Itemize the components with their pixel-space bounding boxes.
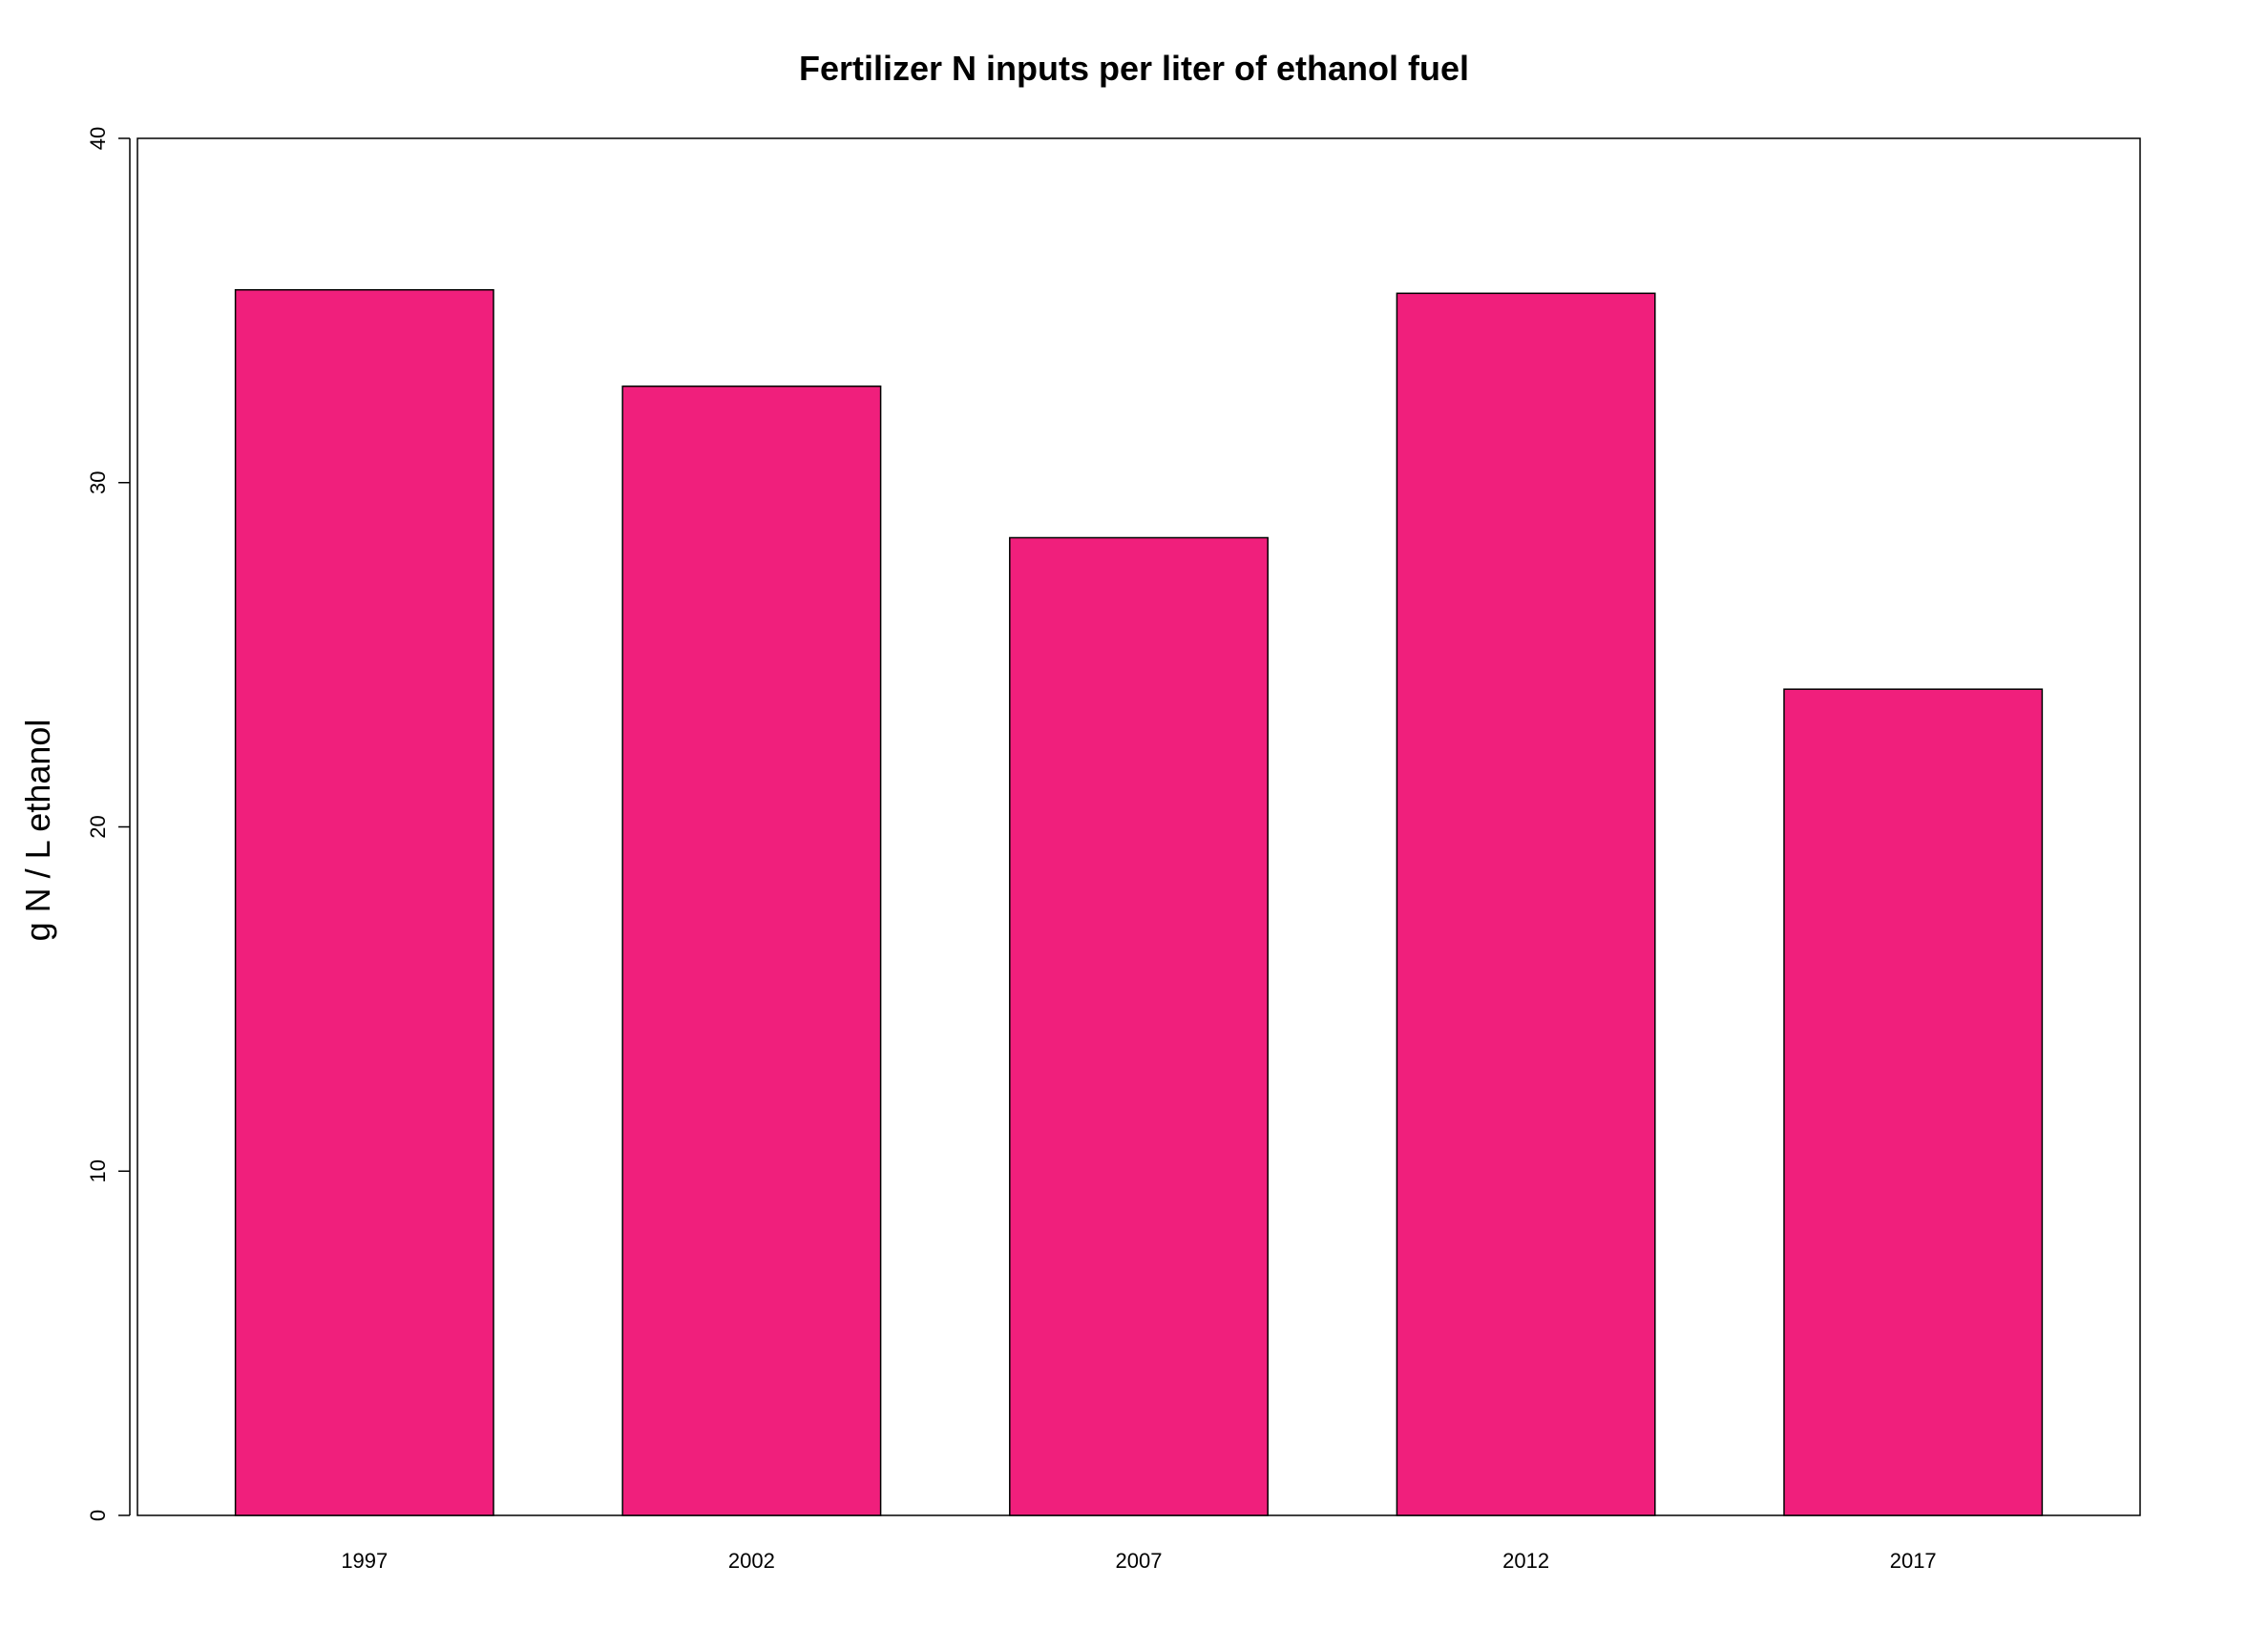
x-tick-label: 2012: [1502, 1549, 1549, 1573]
chart-title: Fertilizer N inputs per liter of ethanol…: [799, 49, 1469, 88]
bar-2012: [1396, 292, 1656, 1516]
x-tick-label: 2017: [1890, 1549, 1937, 1573]
bar-2017: [1783, 688, 2044, 1516]
bar-1997: [234, 288, 494, 1516]
y-tick-label: 20: [86, 815, 110, 838]
y-tick-label: 30: [86, 471, 110, 494]
bars-group: [234, 288, 2044, 1516]
bar-2002: [621, 385, 882, 1516]
y-tick-label: 40: [86, 127, 110, 150]
x-tick-label: 1997: [341, 1549, 388, 1573]
y-tick-label: 10: [86, 1159, 110, 1182]
x-tick-label: 2007: [1116, 1549, 1163, 1573]
x-axis-labels: 1997 2002 2007 2012 2017: [341, 1549, 1936, 1573]
y-axis-label: g N / L ethanol: [18, 720, 57, 942]
y-axis: 0 10 20 30 40: [86, 127, 131, 1521]
x-tick-label: 2002: [728, 1549, 775, 1573]
bar-2007: [1009, 536, 1269, 1516]
y-tick-label: 0: [86, 1510, 110, 1521]
